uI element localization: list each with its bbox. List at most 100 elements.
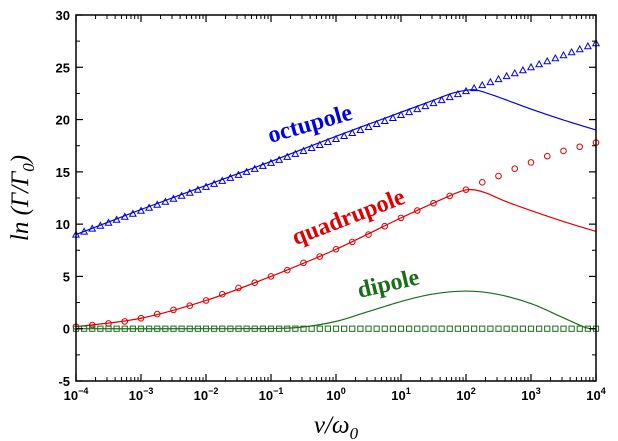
data-point-dipole bbox=[381, 325, 388, 332]
data-point-dipole bbox=[243, 325, 250, 332]
data-point-octupole bbox=[437, 95, 446, 104]
data-point-quadrupole bbox=[202, 297, 210, 304]
data-point-octupole bbox=[185, 188, 194, 196]
data-point-dipole bbox=[308, 325, 315, 332]
data-point-octupole bbox=[340, 131, 349, 139]
data-point-octupole bbox=[161, 197, 170, 205]
data-point-octupole bbox=[405, 107, 414, 116]
data-point-dipole bbox=[341, 325, 348, 332]
x-tick-label: 102 bbox=[456, 386, 475, 403]
data-point-octupole bbox=[575, 44, 584, 53]
data-point-octupole bbox=[283, 152, 292, 160]
data-point-dipole bbox=[121, 325, 128, 332]
data-point-dipole bbox=[211, 325, 218, 332]
data-point-quadrupole bbox=[413, 207, 421, 214]
data-point-octupole bbox=[388, 113, 397, 122]
y-axis-label: ln (Γ/Γ0) bbox=[7, 155, 38, 241]
data-point-dipole bbox=[511, 325, 518, 332]
data-point-octupole bbox=[486, 77, 495, 86]
x-tick-label: 10−2 bbox=[194, 386, 219, 403]
x-tick-label: 101 bbox=[391, 386, 410, 403]
data-point-octupole bbox=[201, 182, 211, 190]
data-point-dipole bbox=[527, 325, 535, 332]
data-point-octupole bbox=[526, 62, 536, 71]
data-point-octupole bbox=[502, 71, 511, 80]
data-point-dipole bbox=[178, 325, 185, 332]
data-point-octupole bbox=[518, 65, 527, 74]
data-point-quadrupole bbox=[495, 172, 502, 180]
data-point-dipole bbox=[113, 325, 120, 332]
data-point-quadrupole bbox=[153, 310, 161, 318]
data-point-dipole bbox=[97, 325, 104, 332]
data-point-quadrupole bbox=[478, 179, 486, 186]
data-point-quadrupole bbox=[397, 214, 405, 222]
data-point-octupole bbox=[88, 224, 97, 232]
data-point-octupole bbox=[250, 164, 259, 172]
data-point-octupole bbox=[348, 128, 357, 136]
series-label-quadrupole: quadrupole bbox=[288, 184, 408, 251]
data-point-dipole bbox=[357, 325, 364, 332]
data-point-dipole bbox=[422, 325, 429, 332]
data-point-dipole bbox=[300, 325, 307, 332]
data-point-dipole bbox=[227, 325, 234, 332]
x-tick-label: 10−4 bbox=[64, 386, 89, 403]
series-line-dipole bbox=[75, 290, 597, 330]
ticks-layer: 10−4 10−3 10−2 10−1 100 101 102 103 104 -5 0 5 10 15 2… bbox=[56, 8, 606, 403]
data-point-quadrupole bbox=[381, 222, 389, 230]
data-point-octupole bbox=[356, 125, 365, 134]
data-point-octupole bbox=[396, 110, 406, 119]
x-tick-label: 100 bbox=[326, 386, 345, 403]
data-point-quadrupole bbox=[218, 290, 226, 298]
data-point-dipole bbox=[560, 325, 567, 332]
series-label-octupole: octupole bbox=[265, 100, 356, 149]
data-point-dipole bbox=[406, 325, 413, 332]
x-tick-label: 104 bbox=[586, 386, 605, 403]
data-point-quadrupole bbox=[121, 318, 129, 325]
data-point-octupole bbox=[153, 200, 162, 208]
data-point-dipole bbox=[373, 325, 380, 332]
data-point-octupole bbox=[275, 155, 284, 163]
data-point-quadrupole bbox=[430, 199, 437, 207]
data-point-dipole bbox=[552, 325, 559, 332]
markers-layer bbox=[71, 39, 601, 332]
data-point-dipole bbox=[519, 325, 526, 332]
data-point-dipole bbox=[276, 325, 283, 332]
data-point-quadrupole bbox=[527, 159, 535, 166]
data-point-quadrupole bbox=[300, 259, 307, 267]
data-point-dipole bbox=[259, 325, 266, 332]
data-point-octupole bbox=[421, 101, 430, 110]
data-point-octupole bbox=[380, 116, 389, 125]
x-tick-label: 10−1 bbox=[259, 386, 284, 403]
data-point-quadrupole bbox=[170, 306, 177, 314]
data-point-octupole bbox=[510, 68, 519, 77]
data-point-octupole bbox=[96, 221, 105, 229]
data-point-dipole bbox=[536, 325, 543, 332]
data-point-dipole bbox=[568, 325, 575, 332]
data-point-dipole bbox=[332, 325, 340, 332]
data-point-quadrupole bbox=[511, 165, 519, 173]
data-point-dipole bbox=[544, 325, 551, 332]
x-axis-label: ν/ω0 bbox=[314, 412, 359, 441]
data-point-quadrupole bbox=[462, 186, 470, 193]
y-tick-label: 0 bbox=[63, 322, 70, 337]
data-point-dipole bbox=[251, 325, 258, 332]
y-tick-label: 30 bbox=[56, 8, 70, 23]
data-point-octupole bbox=[372, 119, 381, 128]
series-line-quadrupole bbox=[75, 188, 597, 328]
data-point-dipole bbox=[129, 325, 136, 332]
data-point-octupole bbox=[543, 56, 552, 65]
data-point-dipole bbox=[292, 325, 299, 332]
data-point-dipole bbox=[186, 325, 193, 332]
data-point-octupole bbox=[145, 203, 154, 211]
y-tick-label: 10 bbox=[56, 217, 70, 232]
data-point-dipole bbox=[438, 325, 445, 332]
data-point-octupole bbox=[266, 158, 276, 166]
series-line-octupole bbox=[75, 89, 597, 236]
data-point-dipole bbox=[284, 325, 291, 332]
data-point-quadrupole bbox=[235, 284, 242, 292]
data-point-octupole bbox=[299, 146, 308, 154]
data-point-octupole bbox=[291, 149, 300, 157]
data-point-dipole bbox=[349, 325, 356, 332]
data-point-dipole bbox=[365, 325, 372, 332]
